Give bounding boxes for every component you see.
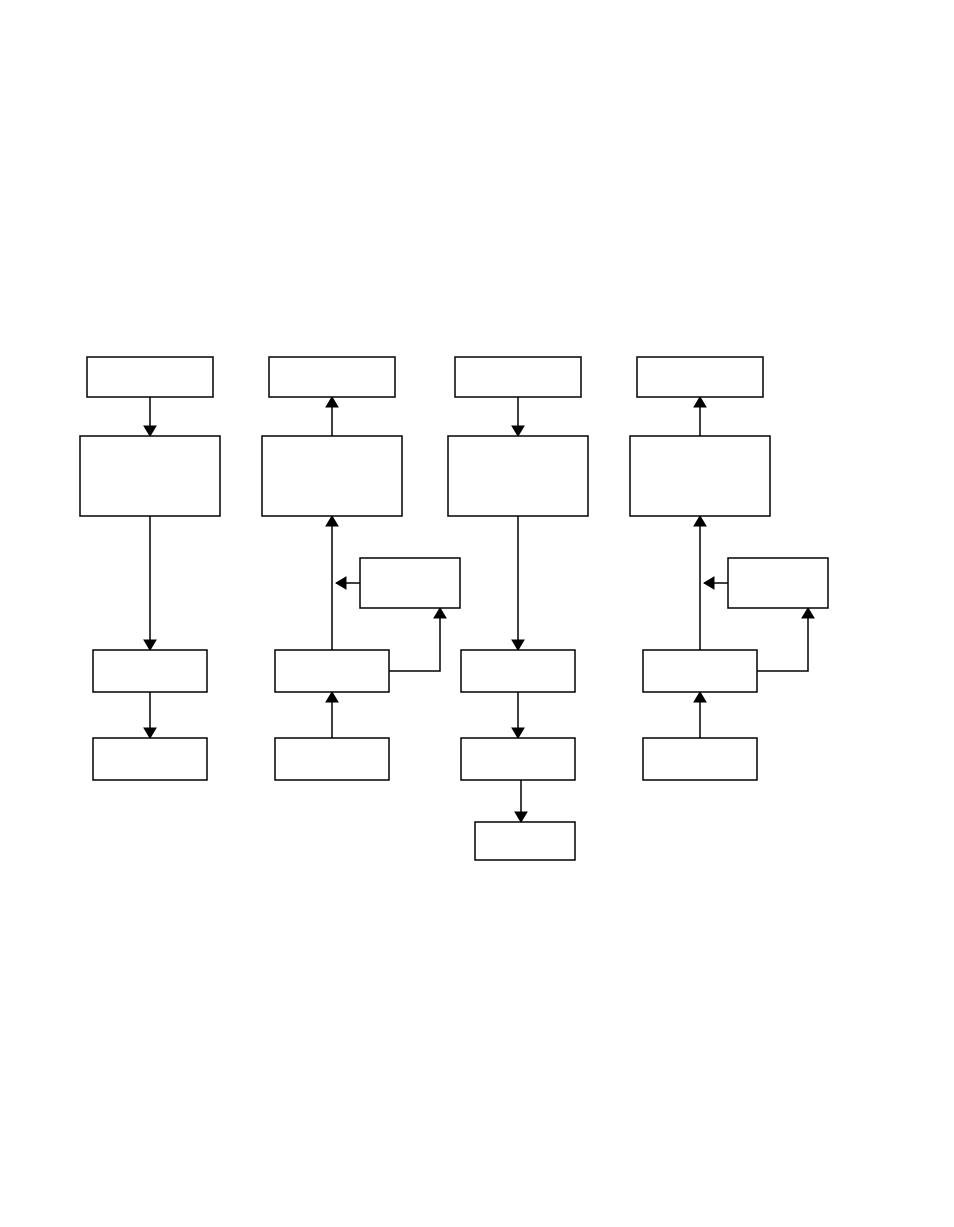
flowchart-edge bbox=[389, 608, 440, 671]
arrowhead-icon bbox=[434, 608, 446, 618]
arrowhead-icon bbox=[515, 812, 527, 822]
flowchart-node bbox=[275, 738, 389, 780]
arrowhead-icon bbox=[144, 728, 156, 738]
flowchart-node bbox=[643, 650, 757, 692]
arrowhead-icon bbox=[326, 397, 338, 407]
flowchart-node bbox=[455, 357, 581, 397]
flowchart-node bbox=[475, 822, 575, 860]
flowchart-node bbox=[461, 650, 575, 692]
flowchart-node bbox=[643, 738, 757, 780]
arrowhead-icon bbox=[512, 640, 524, 650]
arrowhead-icon bbox=[694, 692, 706, 702]
arrowhead-icon bbox=[694, 516, 706, 526]
arrowhead-icon bbox=[512, 426, 524, 436]
arrowhead-icon bbox=[326, 692, 338, 702]
arrowhead-icon bbox=[326, 516, 338, 526]
flowchart-node bbox=[93, 650, 207, 692]
flowchart-node bbox=[461, 738, 575, 780]
nodes-layer bbox=[80, 357, 828, 860]
flowchart-edge bbox=[757, 608, 808, 671]
flowchart-node bbox=[87, 357, 213, 397]
arrowhead-icon bbox=[336, 577, 346, 589]
flowchart-node bbox=[360, 558, 460, 608]
flowchart-node bbox=[728, 558, 828, 608]
flowchart-node bbox=[448, 436, 588, 516]
flowchart-node bbox=[637, 357, 763, 397]
flowchart-node bbox=[275, 650, 389, 692]
flowchart-node bbox=[269, 357, 395, 397]
flowchart-node bbox=[630, 436, 770, 516]
arrowhead-icon bbox=[704, 577, 714, 589]
flowchart-node bbox=[80, 436, 220, 516]
arrowhead-icon bbox=[694, 397, 706, 407]
arrowhead-icon bbox=[512, 728, 524, 738]
flowchart-node bbox=[93, 738, 207, 780]
arrowhead-icon bbox=[144, 640, 156, 650]
arrowhead-icon bbox=[802, 608, 814, 618]
arrowhead-icon bbox=[144, 426, 156, 436]
flowchart-node bbox=[262, 436, 402, 516]
flowchart-diagram bbox=[0, 0, 954, 1227]
